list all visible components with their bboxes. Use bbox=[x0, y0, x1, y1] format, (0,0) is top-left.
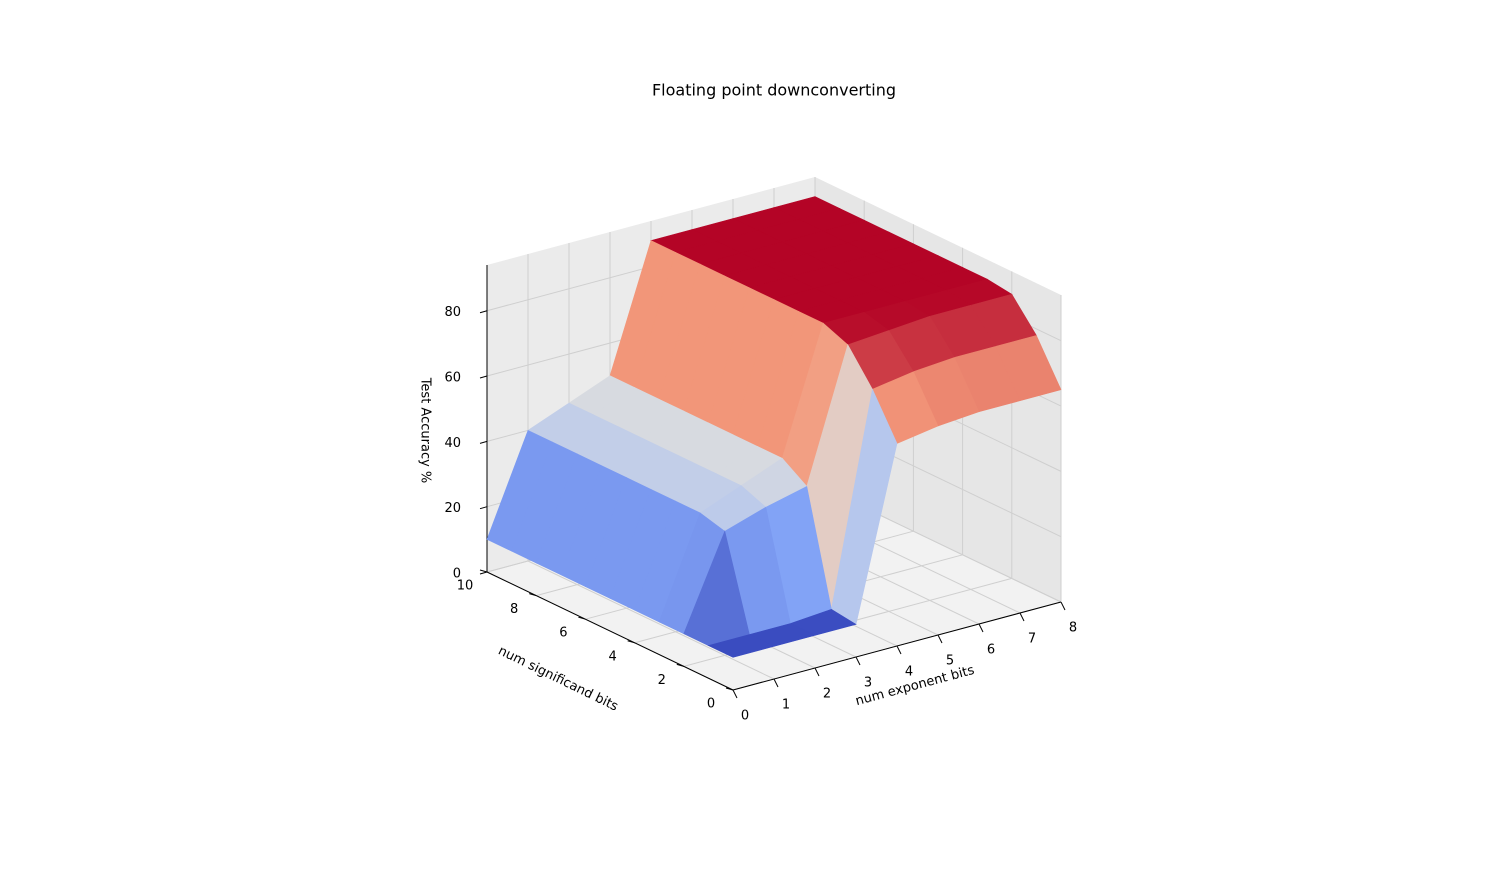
z-tick-label: 80 bbox=[444, 305, 461, 320]
x-tick-label: 1 bbox=[782, 698, 790, 713]
x-tick-label: 0 bbox=[741, 709, 749, 724]
x-tick bbox=[978, 623, 984, 633]
grid-line bbox=[527, 560, 775, 680]
x-tick bbox=[1019, 612, 1025, 622]
x-tick-label: 6 bbox=[987, 643, 995, 658]
surface-face bbox=[707, 634, 775, 658]
z-tick-label: 60 bbox=[444, 371, 461, 386]
y-axis-label: num significand bits bbox=[496, 643, 621, 714]
z-tick bbox=[479, 375, 488, 379]
z-tick bbox=[479, 440, 488, 444]
y-tick bbox=[479, 569, 488, 573]
x-tick-label: 2 bbox=[823, 687, 831, 702]
z-tick bbox=[479, 506, 488, 510]
z-tick bbox=[479, 571, 488, 575]
x-tick-label: 3 bbox=[864, 676, 872, 691]
z-tick-label: 20 bbox=[444, 501, 461, 516]
x-tick-label: 4 bbox=[905, 665, 913, 680]
x-tick bbox=[896, 645, 902, 655]
y-tick-label: 0 bbox=[707, 697, 715, 712]
x-tick bbox=[732, 689, 738, 699]
z-tick bbox=[479, 310, 488, 314]
z-tick-label: 40 bbox=[444, 436, 461, 451]
y-tick-label: 2 bbox=[658, 673, 666, 688]
chart-title: Floating point downconverting bbox=[652, 81, 896, 100]
x-tick bbox=[937, 634, 943, 644]
x-tick bbox=[855, 656, 861, 666]
x-axis-label: num exponent bits bbox=[854, 663, 976, 709]
axis-line bbox=[732, 601, 1062, 691]
x-tick bbox=[1060, 601, 1066, 611]
x-tick-label: 8 bbox=[1069, 621, 1077, 636]
axis-line bbox=[486, 571, 734, 691]
y-tick-label: 10 bbox=[457, 579, 474, 594]
x-tick bbox=[773, 678, 779, 688]
y-tick-label: 8 bbox=[510, 602, 518, 617]
x-tick bbox=[814, 667, 820, 677]
y-tick-label: 4 bbox=[608, 649, 616, 664]
x-tick-label: 5 bbox=[946, 654, 954, 669]
x-tick-label: 7 bbox=[1028, 632, 1036, 647]
z-tick-label: 0 bbox=[453, 567, 461, 582]
z-axis-label: Test Accuracy % bbox=[418, 377, 433, 484]
y-tick-label: 6 bbox=[559, 626, 567, 641]
